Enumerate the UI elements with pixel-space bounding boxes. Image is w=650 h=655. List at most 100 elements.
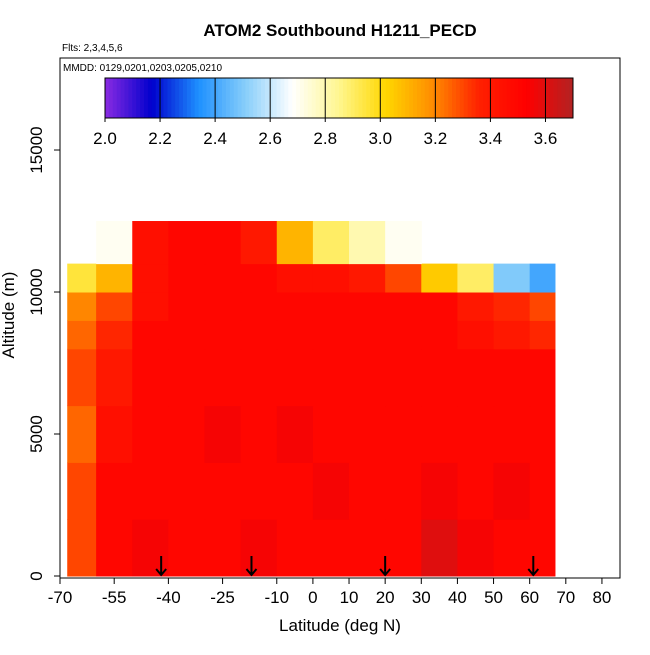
colorbar-swatch (179, 78, 184, 118)
colorbar-swatch (522, 78, 527, 118)
x-tick-label: 50 (484, 588, 503, 607)
heat-cell (312, 462, 350, 520)
heat-cell (240, 462, 278, 520)
colorbar-swatch (393, 78, 398, 118)
y-tick-label: 5000 (27, 415, 46, 453)
colorbar-tick-label: 2.8 (313, 129, 337, 148)
heat-cell (385, 462, 422, 520)
heat-cell (276, 348, 314, 407)
heat-cell (204, 292, 242, 321)
colorbar-swatch (354, 78, 359, 118)
heat-cell (96, 519, 133, 577)
x-tick-label: -55 (102, 588, 127, 607)
x-tick-label: -25 (210, 588, 235, 607)
y-axis-label: Altitude (m) (0, 272, 18, 359)
heat-cell (385, 348, 422, 407)
heat-cell (312, 221, 350, 265)
colorbar-swatch (467, 78, 473, 118)
colorbar-swatch (417, 78, 422, 118)
heat-cell (493, 292, 531, 321)
colorbar-swatch (186, 78, 192, 118)
colorbar-swatch (514, 78, 519, 118)
colorbar-swatch (506, 78, 512, 118)
colorbar-swatch (253, 78, 258, 118)
heat-cell (240, 263, 278, 293)
colorbar-swatch (502, 78, 508, 118)
plot-frame (59, 57, 621, 579)
colorbar-swatch (459, 78, 465, 118)
colorbar-swatch (346, 78, 352, 118)
x-tick-label: 60 (520, 588, 539, 607)
heat-cell (168, 519, 206, 577)
colorbar-swatch (288, 78, 293, 118)
heat-cell (168, 292, 206, 321)
colorbar-swatch (198, 78, 203, 118)
y-tick-label: 15000 (27, 126, 46, 173)
colorbar-swatch (358, 78, 363, 118)
colorbar-swatch (409, 78, 414, 118)
heat-cell (168, 221, 206, 265)
colorbar-swatch (401, 78, 406, 118)
heat-cell (168, 462, 206, 520)
colorbar-swatch (541, 78, 547, 118)
colorbar-swatch (128, 78, 133, 118)
heat-cell (132, 405, 169, 463)
heat-cell (349, 348, 386, 407)
x-tick-label: 70 (556, 588, 575, 607)
colorbar-swatch (303, 78, 309, 118)
heat-cell (312, 320, 350, 350)
heat-cell (529, 292, 556, 321)
colorbar-swatch (471, 78, 476, 118)
colorbar-swatch (553, 78, 558, 118)
heat-cell (204, 263, 242, 293)
heat-cell (529, 263, 556, 293)
colorbar-swatch (518, 78, 523, 118)
heat-cell (67, 263, 97, 293)
x-tick-label: 10 (340, 588, 359, 607)
heat-cell (132, 320, 169, 350)
heat-cell (240, 221, 278, 265)
colorbar-swatch (350, 78, 356, 118)
colorbar-swatch (112, 78, 118, 118)
colorbar-swatch (171, 78, 176, 118)
heat-cell (385, 405, 422, 463)
heat-cell (349, 320, 386, 350)
heat-cell (67, 519, 97, 577)
heat-cell (276, 462, 314, 520)
heat-cell (96, 263, 133, 293)
heat-cell (240, 292, 278, 321)
heat-cell (204, 462, 242, 520)
colorbar-swatch (108, 78, 114, 118)
colorbar-tick-label: 2.2 (148, 129, 172, 148)
heat-cell (204, 221, 242, 265)
heat-cell (457, 263, 495, 293)
heat-cell (493, 320, 531, 350)
heat-cell (385, 263, 422, 293)
heat-cell (457, 405, 495, 463)
colorbar-swatch (194, 78, 200, 118)
colorbar-swatch (155, 78, 161, 118)
colorbar-swatch (381, 78, 387, 118)
colorbar-swatch (292, 78, 297, 118)
colorbar-swatch (428, 78, 434, 118)
colorbar-swatch (280, 78, 285, 118)
colorbar-swatch (569, 78, 574, 118)
colorbar-swatch (272, 78, 278, 118)
colorbar-swatch (151, 78, 157, 118)
colorbar-swatch (307, 78, 313, 118)
colorbar-swatch (190, 78, 196, 118)
colorbar-swatch (120, 78, 125, 118)
colorbar-swatch (225, 78, 231, 118)
heat-cell (132, 348, 169, 407)
heat-cell (132, 519, 169, 577)
y-tick-label: 0 (27, 571, 46, 580)
colorbar-swatch (530, 78, 535, 118)
colorbar-swatch (498, 78, 504, 118)
heat-cell (457, 519, 495, 577)
heat-cell (529, 348, 556, 407)
colorbar-swatch (284, 78, 289, 118)
heat-cell (96, 320, 133, 350)
heat-cell (96, 462, 133, 520)
colorbar-swatch (327, 78, 332, 118)
